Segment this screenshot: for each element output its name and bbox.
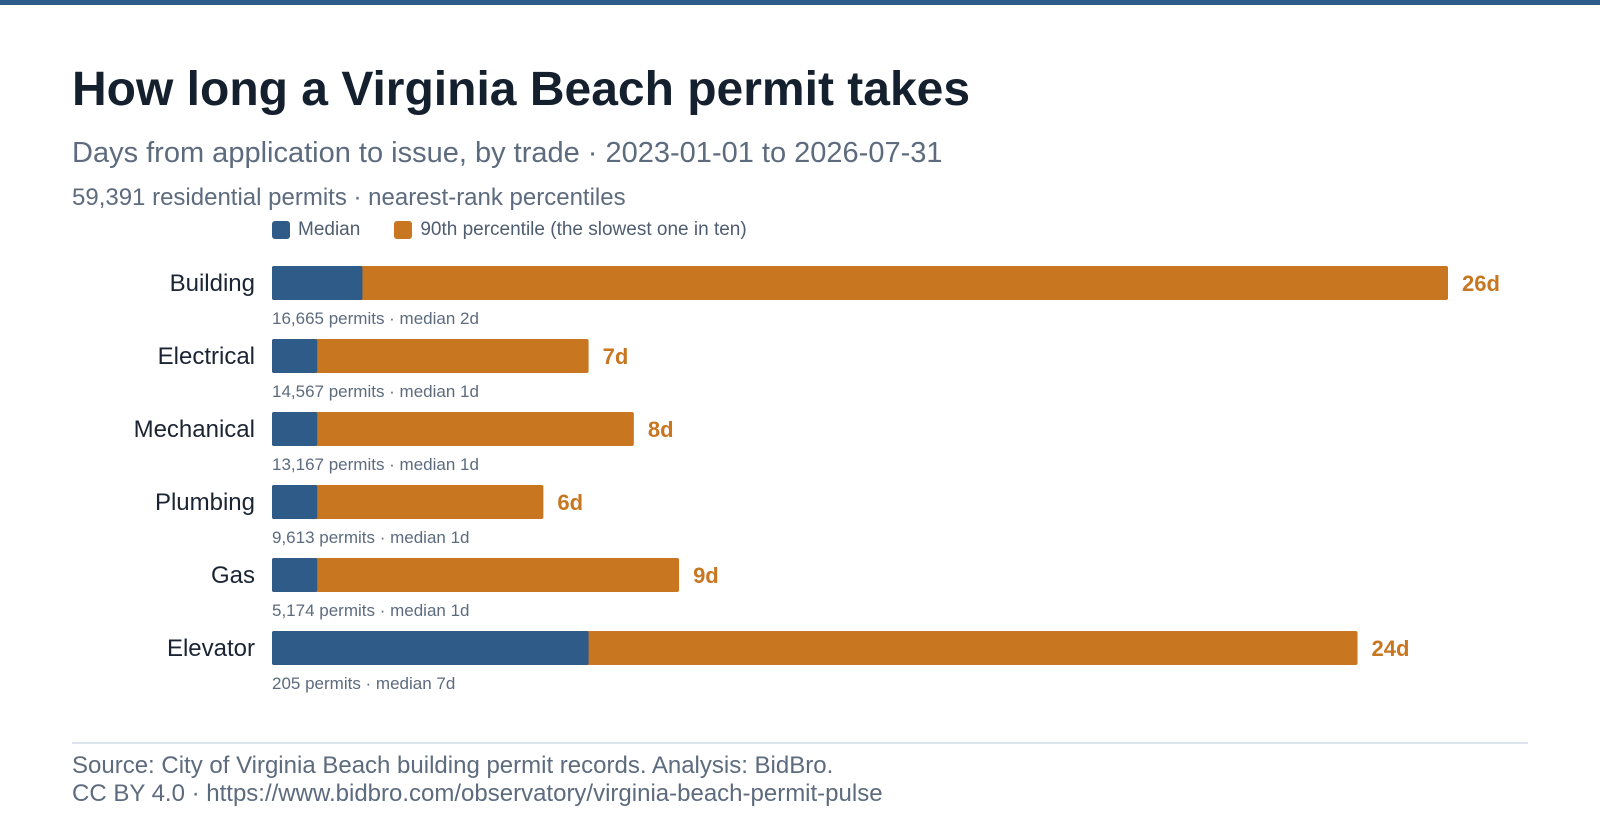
chart-title: How long a Virginia Beach permit takes bbox=[72, 63, 971, 116]
row-note: 205 permits · median 7d bbox=[272, 674, 455, 693]
category-label: Elevator bbox=[167, 635, 255, 662]
chart-footer: Source: City of Virginia Beach building … bbox=[72, 752, 883, 808]
row-note: 5,174 permits · median 1d bbox=[272, 601, 470, 620]
bar-median bbox=[272, 558, 318, 592]
footer-license: CC BY 4.0 · https://www.bidbro.com/obser… bbox=[72, 780, 883, 807]
data-label-p90: 26d bbox=[1462, 271, 1500, 296]
legend-swatch-median bbox=[272, 221, 290, 239]
bar-median bbox=[272, 485, 318, 519]
legend-swatch-p90 bbox=[394, 221, 413, 239]
chart-subnote: 59,391 residential permits · nearest-ran… bbox=[72, 184, 626, 211]
bar-median bbox=[272, 412, 318, 446]
bar-p90 bbox=[272, 339, 589, 373]
legend-label-median: Median bbox=[298, 219, 361, 240]
chart-subtitle: Days from application to issue, by trade… bbox=[72, 137, 943, 169]
bar-p90 bbox=[272, 412, 634, 446]
legend-item-median: Median bbox=[272, 219, 360, 241]
bar-p90 bbox=[272, 558, 680, 592]
chart-legend: Median 90th percentile (the slowest one … bbox=[272, 219, 781, 241]
row-note: 13,167 permits · median 1d bbox=[272, 455, 479, 474]
category-label: Plumbing bbox=[155, 489, 255, 516]
row-note: 16,665 permits · median 2d bbox=[272, 309, 479, 328]
legend-item-p90: 90th percentile (the slowest one in ten) bbox=[394, 219, 747, 241]
footer-divider bbox=[72, 742, 1528, 744]
bar-p90 bbox=[272, 485, 544, 519]
data-label-p90: 9d bbox=[693, 563, 719, 588]
legend-label-p90: 90th percentile (the slowest one in ten) bbox=[420, 219, 747, 240]
data-label-p90: 7d bbox=[603, 344, 629, 369]
footer-source: Source: City of Virginia Beach building … bbox=[72, 752, 834, 779]
bar-median bbox=[272, 631, 589, 665]
bar-median bbox=[272, 339, 318, 373]
category-label: Mechanical bbox=[134, 416, 255, 443]
row-note: 9,613 permits · median 1d bbox=[272, 528, 470, 547]
data-label-p90: 8d bbox=[648, 417, 674, 442]
category-label: Building bbox=[170, 270, 255, 297]
data-label-p90: 6d bbox=[557, 490, 583, 515]
bar-p90 bbox=[272, 266, 1448, 300]
category-label: Electrical bbox=[158, 343, 255, 370]
row-note: 14,567 permits · median 1d bbox=[272, 382, 479, 401]
bar-median bbox=[272, 266, 363, 300]
top-accent-rule bbox=[0, 0, 1600, 5]
category-label: Gas bbox=[211, 562, 255, 589]
data-label-p90: 24d bbox=[1372, 636, 1410, 661]
